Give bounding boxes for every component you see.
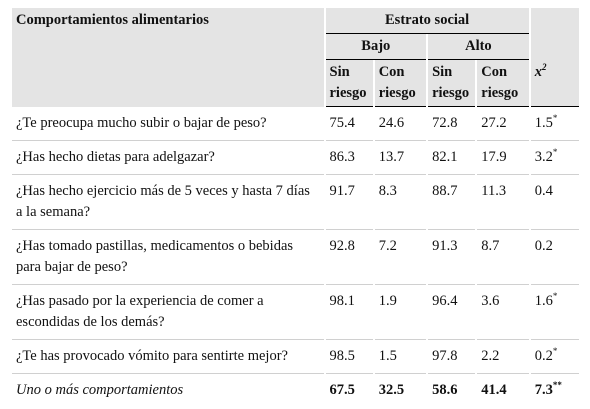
chi-value: 0.2 [534,348,553,364]
cell-value: 91.7 [325,175,373,230]
subgroup-header: Bajo [325,34,427,60]
header-title: Comportamientos alimentarios [12,8,324,107]
row-label: ¿Has hecho dietas para adelgazar? [12,141,324,175]
chi-superscript: 2 [541,62,547,73]
cell-value: 75.4 [325,107,373,141]
significance: * [552,291,558,302]
cell-value: 3.6 [477,285,529,340]
row-label: ¿Te has provocado vómito para sentirte m… [12,340,324,374]
significance: * [552,346,558,357]
row-label: ¿Has hecho ejercicio más de 5 veces y ha… [12,175,324,230]
column-header: Con riesgo [374,60,427,107]
column-header: Sin riesgo [325,60,373,107]
chi-cell: 1.5* [530,107,579,141]
cell-value: 7.2 [374,230,427,285]
row-label: ¿Has tomado pastillas, medicamentos o be… [12,230,324,285]
cell-value: 24.6 [374,107,427,141]
cell-value: 1.9 [374,285,427,340]
cell-value: 2.2 [477,340,529,374]
cell-value: 11.3 [477,175,529,230]
chi-symbol: x [534,64,542,80]
column-header: Con riesgo [477,60,529,107]
chi-value: 1.5 [534,115,553,131]
chi-header: x2 [530,60,579,107]
cell-value: 82.1 [428,141,476,175]
table-row: ¿Te preocupa mucho subir o bajar de peso… [12,107,579,141]
data-table: Comportamientos alimentarios Estrato soci… [10,8,581,407]
cell-value: 98.1 [325,285,373,340]
cell-value: 27.2 [477,107,529,141]
cell-value: 96.4 [428,285,476,340]
column-header: Sin riesgo [428,60,476,107]
chi-cell: 0.2* [530,340,579,374]
chi-value: 1.6 [534,293,553,309]
cell-value: 91.3 [428,230,476,285]
table-row: ¿Has pasado por la experiencia de comer … [12,285,579,340]
cell-value: 97.8 [428,340,476,374]
header-row: Sin riesgo Con riesgo Sin riesgo Con riesgo… [12,60,579,107]
table-row: ¿Has hecho ejercicio más de 5 veces y ha… [12,175,579,230]
row-label: ¿Te preocupa mucho subir o bajar de peso… [12,107,324,141]
table-row: ¿Te has provocado vómito para sentirte m… [12,340,579,374]
cell-value: 92.8 [325,230,373,285]
header-blank [530,8,579,60]
cell-value: 8.7 [477,230,529,285]
cell-value: 8.3 [374,175,427,230]
cell-value: 41.4 [481,382,507,398]
table-row: ¿Has hecho dietas para adelgazar? 86.3 13.… [12,141,579,175]
cell-value: 67.5 [329,382,355,398]
significance: ** [552,380,562,391]
cell-value: 13.7 [374,141,427,175]
table-row: ¿Has tomado pastillas, medicamentos o be… [12,230,579,285]
chi-value: 7.3 [534,382,553,398]
cell-value: 58.6 [432,382,458,398]
cell-value: 72.8 [428,107,476,141]
row-label: Uno o más comportamientos [16,382,184,398]
chi-value: 3.2 [534,149,553,165]
cell-value: 88.7 [428,175,476,230]
cell-value: 32.5 [378,382,405,398]
significance: * [552,147,558,158]
header-row: Comportamientos alimentarios Estrato soci… [12,8,579,107]
table-row: Uno o más comportamientos 67.5 32.5 58.6 41.… [12,374,579,407]
chi-cell: 3.2* [530,141,579,175]
chi-cell: 0.2 [530,230,579,285]
cell-value: 98.5 [325,340,373,374]
chi-value: 0.4 [534,183,553,199]
cell-value: 1.5 [374,340,427,374]
group-header: Estrato social [325,8,529,34]
significance: * [552,113,558,124]
cell-value: 17.9 [477,141,529,175]
subgroup-header: Alto [428,34,529,60]
row-label: ¿Has pasado por la experiencia de comer … [12,285,324,340]
header-row: Bajo Alto [12,34,579,60]
chi-cell: 0.4 [530,175,579,230]
chi-cell: 7.3** [531,374,579,407]
cell-value: 86.3 [325,141,373,175]
chi-cell: 1.6* [530,285,579,340]
chi-value: 0.2 [534,238,553,254]
